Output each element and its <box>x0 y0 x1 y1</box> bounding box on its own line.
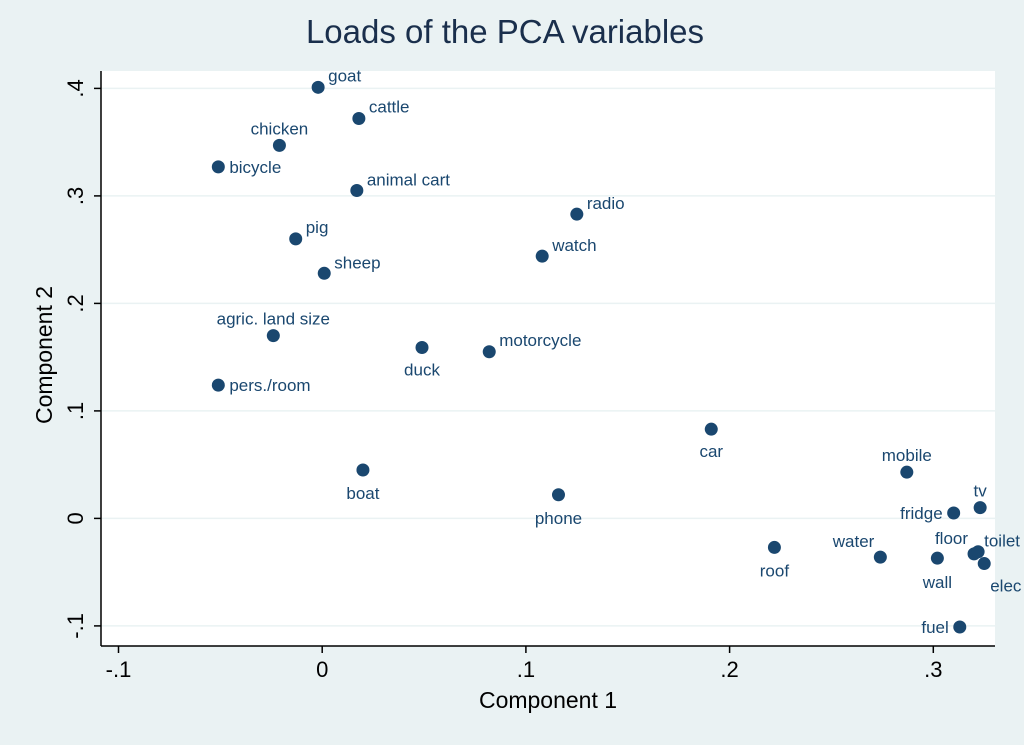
data-point-label: mobile <box>882 446 932 465</box>
data-point <box>482 345 496 359</box>
data-point <box>947 506 961 520</box>
x-tick-label: 0 <box>316 657 328 682</box>
data-point-label: wall <box>922 573 952 592</box>
data-point <box>930 551 944 565</box>
y-tick-label: 0 <box>63 512 88 524</box>
data-point-label: fuel <box>921 618 948 637</box>
data-point <box>973 501 987 515</box>
data-point-label: car <box>699 442 723 461</box>
data-point <box>266 329 280 343</box>
data-point <box>350 184 364 198</box>
x-tick-label: .1 <box>517 657 535 682</box>
y-tick-label: -.1 <box>63 613 88 639</box>
data-point <box>356 463 370 477</box>
x-axis-ticks: -.1 0 .1 .2 .3 <box>106 646 942 682</box>
y-tick-label: .4 <box>63 79 88 97</box>
data-point-label: bicycle <box>229 158 281 177</box>
x-tick-label: -.1 <box>106 657 132 682</box>
data-point-label: boat <box>346 484 379 503</box>
data-point <box>971 545 985 559</box>
data-point-label: duck <box>404 360 440 379</box>
y-axis-label: Component 2 <box>31 286 57 424</box>
data-point <box>311 80 325 94</box>
chart-title: Loads of the PCA variables <box>306 13 704 50</box>
data-point <box>211 378 225 392</box>
data-point-label: fridge <box>900 504 943 523</box>
data-point-label: roof <box>760 561 790 580</box>
data-point-label: toilet <box>984 532 1020 551</box>
y-tick-label: .1 <box>63 402 88 420</box>
data-point <box>873 550 887 564</box>
data-point-label: radio <box>587 194 625 213</box>
data-point <box>289 232 303 246</box>
x-tick-label: .2 <box>720 657 738 682</box>
data-point <box>415 340 429 354</box>
data-point <box>900 465 914 479</box>
data-point-label: motorcycle <box>499 331 581 350</box>
y-tick-label: .2 <box>63 294 88 312</box>
data-point-label: chicken <box>251 119 309 138</box>
data-point-label: watch <box>551 236 596 255</box>
data-point <box>317 266 331 280</box>
data-point-label: agric. land size <box>217 310 330 329</box>
data-point-label: water <box>832 532 875 551</box>
data-point-label: goat <box>328 66 361 85</box>
data-point <box>570 207 584 221</box>
data-points: goat cattle chicken bicycle animal cart radio… <box>211 66 1022 637</box>
data-point <box>272 138 286 152</box>
data-point-label: animal cart <box>367 171 450 190</box>
data-point <box>535 249 549 263</box>
data-point-label: phone <box>535 509 582 528</box>
x-tick-label: .3 <box>924 657 942 682</box>
data-point-label: sheep <box>334 253 380 272</box>
data-point-label: floor <box>935 529 968 548</box>
data-point-label: elec <box>990 577 1022 596</box>
y-tick-label: .3 <box>63 187 88 205</box>
data-point <box>211 160 225 174</box>
x-axis-label: Component 1 <box>479 687 617 713</box>
data-point <box>953 620 967 634</box>
data-point <box>704 422 718 436</box>
data-point-label: cattle <box>369 98 410 117</box>
y-axis-ticks: -.1 0 .1 .2 .3 .4 <box>63 79 101 639</box>
data-point-label: pers./room <box>229 376 310 395</box>
data-point-label: pig <box>306 218 329 237</box>
data-point <box>551 488 565 502</box>
data-point <box>352 112 366 125</box>
data-point <box>767 540 781 554</box>
data-point-label: tv <box>974 482 988 501</box>
gridlines <box>101 87 995 627</box>
data-point <box>977 557 991 571</box>
plot-area <box>101 71 995 646</box>
